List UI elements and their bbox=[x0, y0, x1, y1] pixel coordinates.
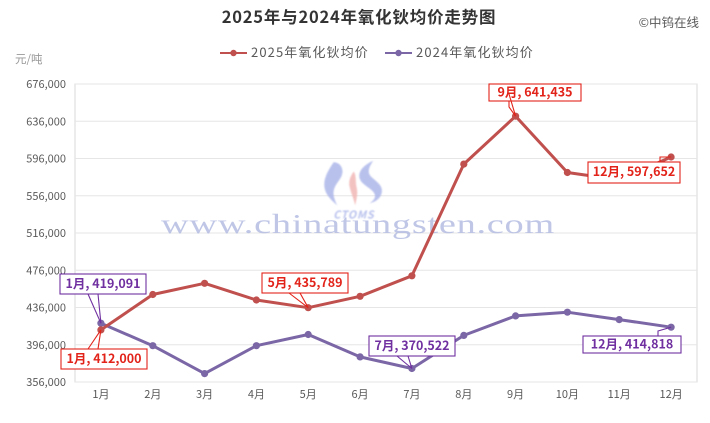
svg-text:556,000: 556,000 bbox=[26, 188, 66, 204]
svg-text:2024年氧化钬均价: 2024年氧化钬均价 bbox=[416, 42, 534, 61]
svg-text:516,000: 516,000 bbox=[26, 225, 66, 241]
svg-text:1月: 1月 bbox=[92, 386, 109, 402]
svg-text:6月: 6月 bbox=[352, 386, 369, 402]
svg-text:436,000: 436,000 bbox=[26, 300, 66, 316]
svg-text:www.chinatungsten.com: www.chinatungsten.com bbox=[161, 209, 555, 239]
svg-text:7月: 7月 bbox=[403, 386, 420, 402]
svg-text:4月: 4月 bbox=[248, 386, 265, 402]
svg-text:2月: 2月 bbox=[144, 386, 161, 402]
svg-text:396,000: 396,000 bbox=[26, 337, 66, 353]
svg-text:5月, 435,789: 5月, 435,789 bbox=[267, 272, 342, 291]
svg-text:8月: 8月 bbox=[455, 386, 472, 402]
svg-text:7月, 370,522: 7月, 370,522 bbox=[374, 335, 449, 354]
svg-text:12月, 414,818: 12月, 414,818 bbox=[591, 334, 673, 353]
svg-text:596,000: 596,000 bbox=[26, 151, 66, 167]
svg-text:636,000: 636,000 bbox=[26, 113, 66, 129]
svg-text:元/吨: 元/吨 bbox=[15, 51, 43, 67]
svg-text:©中钨在线: ©中钨在线 bbox=[639, 12, 700, 31]
svg-text:356,000: 356,000 bbox=[26, 374, 66, 390]
svg-text:5月: 5月 bbox=[300, 386, 317, 402]
svg-text:10月: 10月 bbox=[556, 386, 579, 402]
svg-text:3月: 3月 bbox=[196, 386, 213, 402]
svg-text:2025年与2024年氧化钬均价走势图: 2025年与2024年氧化钬均价走势图 bbox=[222, 4, 497, 28]
svg-text:12月: 12月 bbox=[659, 386, 682, 402]
svg-text:1月, 412,000: 1月, 412,000 bbox=[66, 348, 141, 367]
svg-text:676,000: 676,000 bbox=[26, 76, 66, 92]
svg-text:2025年氧化钬均价: 2025年氧化钬均价 bbox=[251, 42, 369, 61]
svg-text:1月, 419,091: 1月, 419,091 bbox=[65, 273, 140, 292]
svg-text:12月, 597,652: 12月, 597,652 bbox=[593, 161, 675, 180]
svg-text:9月, 641,435: 9月, 641,435 bbox=[497, 82, 572, 101]
svg-text:11月: 11月 bbox=[608, 386, 631, 402]
svg-text:9月: 9月 bbox=[507, 386, 524, 402]
